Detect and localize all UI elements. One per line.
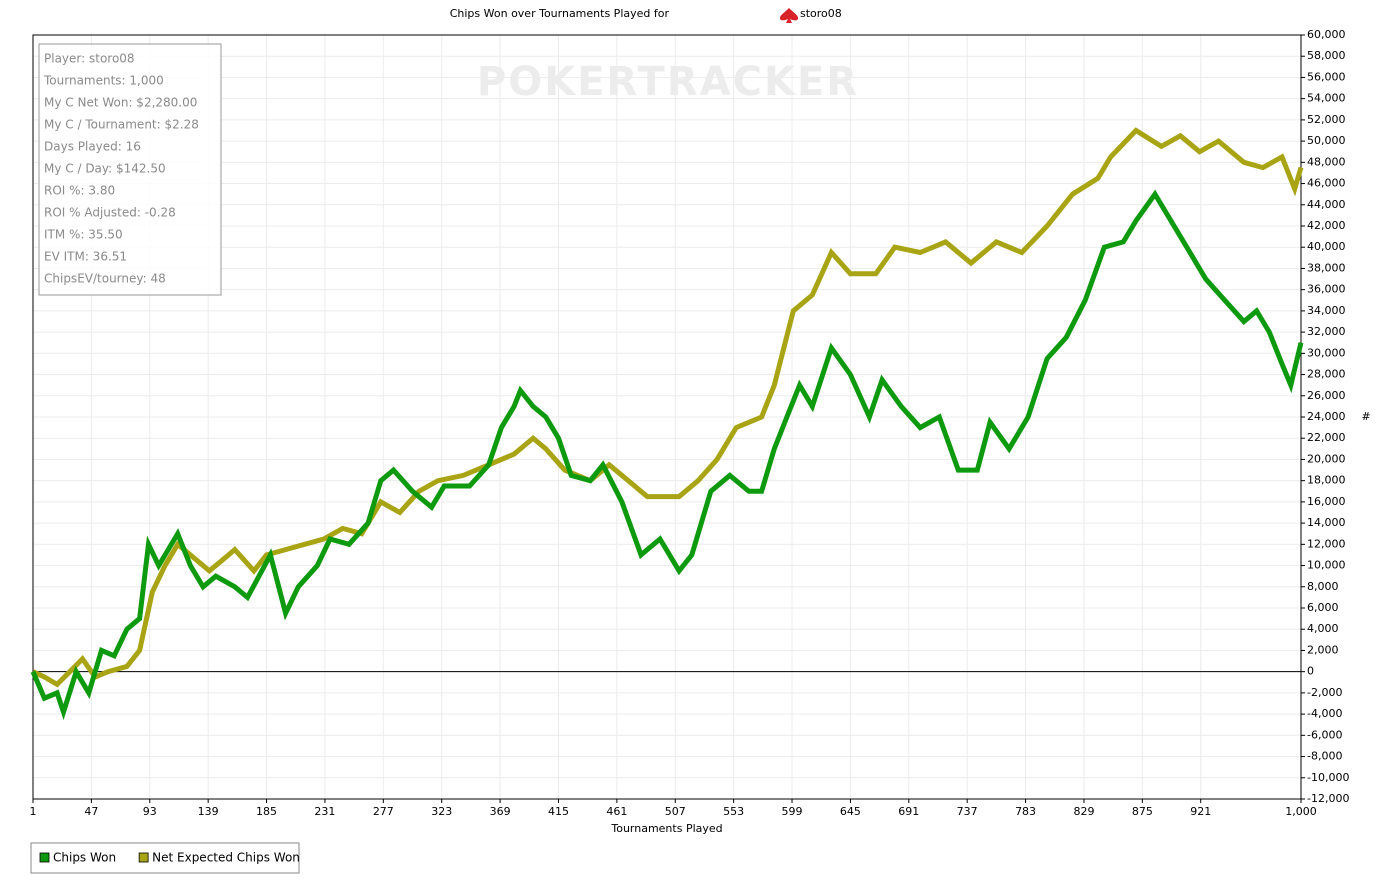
- y-tick-label: 12,000: [1307, 537, 1346, 550]
- y-tick-label: 26,000: [1307, 389, 1346, 402]
- chart-player: storo08: [800, 7, 842, 20]
- x-tick-label: 691: [898, 805, 919, 818]
- y-tick-label: -10,000: [1307, 771, 1349, 784]
- x-tick-label: 277: [373, 805, 394, 818]
- stats-box: [38, 43, 222, 296]
- stat-line: Days Played: 16: [44, 140, 141, 154]
- y-tick-label: -12,000: [1307, 792, 1349, 805]
- x-tick-label: 737: [957, 805, 978, 818]
- x-tick-label: 553: [723, 805, 744, 818]
- x-tick-label: 921: [1190, 805, 1211, 818]
- y-tick-label: 30,000: [1307, 346, 1346, 359]
- y-tick-label: 20,000: [1307, 452, 1346, 465]
- y-tick-label: 0: [1307, 665, 1314, 678]
- legend-swatch: [39, 852, 50, 863]
- stat-line: My C / Day: $142.50: [44, 162, 166, 176]
- stat-line: ChipsEV/tourney: 48: [44, 272, 166, 286]
- x-tick-label: 323: [431, 805, 452, 818]
- x-tick-label: 185: [256, 805, 277, 818]
- y-tick-label: 4,000: [1307, 622, 1339, 635]
- grid-layer: [32, 34, 1302, 800]
- legend-label: Chips Won: [53, 851, 116, 865]
- y-tick-label: 8,000: [1307, 580, 1339, 593]
- stat-line: ROI % Adjusted: -0.28: [44, 206, 176, 220]
- legend-box: [30, 842, 300, 874]
- y-tick-label: -8,000: [1307, 750, 1342, 763]
- y-axis-label: #: [1361, 410, 1370, 423]
- y-tick-label: -4,000: [1307, 707, 1342, 720]
- x-tick-label: 461: [606, 805, 627, 818]
- x-tick-label: 47: [84, 805, 98, 818]
- x-tick-label: 369: [490, 805, 511, 818]
- x-tick-label: 875: [1132, 805, 1153, 818]
- y-tick-label: 54,000: [1307, 92, 1346, 105]
- x-tick-label: 783: [1015, 805, 1036, 818]
- series-line: [30, 189, 1304, 721]
- y-tick-label: 42,000: [1307, 219, 1346, 232]
- y-tick-label: -6,000: [1307, 728, 1342, 741]
- x-tick-label: 599: [782, 805, 803, 818]
- y-tick-label: -2,000: [1307, 686, 1342, 699]
- x-tick-label: 415: [548, 805, 569, 818]
- watermark: POKERTRACKER: [477, 59, 859, 105]
- series-line: [31, 127, 1304, 688]
- x-axis-label: Tournaments Played: [610, 822, 722, 835]
- stat-line: Tournaments: 1,000: [43, 74, 164, 88]
- x-tick-label: 1: [30, 805, 37, 818]
- stat-line: ROI %: 3.80: [44, 184, 115, 198]
- y-tick-label: 56,000: [1307, 70, 1346, 83]
- y-tick-label: 34,000: [1307, 304, 1346, 317]
- y-tick-label: 18,000: [1307, 474, 1346, 487]
- stat-line: Player: storo08: [44, 52, 135, 66]
- y-tick-label: 52,000: [1307, 113, 1346, 126]
- stat-line: My C Net Won: $2,280.00: [44, 96, 197, 110]
- y-tick-label: 22,000: [1307, 431, 1346, 444]
- x-tick-label: 829: [1073, 805, 1094, 818]
- y-tick-label: 58,000: [1307, 49, 1346, 62]
- y-tick-label: 28,000: [1307, 368, 1346, 381]
- legend-swatch: [138, 852, 149, 863]
- y-tick-label: 48,000: [1307, 155, 1346, 168]
- y-tick-label: 16,000: [1307, 495, 1346, 508]
- stat-line: ITM %: 35.50: [44, 228, 123, 242]
- y-tick-label: 36,000: [1307, 283, 1346, 296]
- stat-line: My C / Tournament: $2.28: [44, 118, 199, 132]
- x-tick-label: 507: [665, 805, 686, 818]
- y-tick-label: 32,000: [1307, 325, 1346, 338]
- y-tick-label: 50,000: [1307, 134, 1346, 147]
- stat-line: EV ITM: 36.51: [44, 250, 127, 264]
- y-tick-label: 14,000: [1307, 516, 1346, 529]
- y-tick-label: 46,000: [1307, 177, 1346, 190]
- x-tick-label: 231: [314, 805, 335, 818]
- x-tick-label: 645: [840, 805, 861, 818]
- y-tick-label: 2,000: [1307, 643, 1339, 656]
- x-tick-label: 1,000: [1285, 805, 1317, 818]
- spade-icon: [780, 8, 798, 23]
- y-tick-label: 44,000: [1307, 198, 1346, 211]
- y-tick-label: 6,000: [1307, 601, 1339, 614]
- y-tick-label: 24,000: [1307, 410, 1346, 423]
- legend-label: Net Expected Chips Won: [152, 851, 300, 865]
- chart-title: Chips Won over Tournaments Played for: [450, 7, 670, 20]
- y-tick-label: 38,000: [1307, 261, 1346, 274]
- y-tick-label: 10,000: [1307, 559, 1346, 572]
- x-tick-label: 93: [143, 805, 157, 818]
- y-tick-label: 40,000: [1307, 240, 1346, 253]
- x-tick-label: 139: [198, 805, 219, 818]
- y-tick-label: 60,000: [1307, 28, 1346, 41]
